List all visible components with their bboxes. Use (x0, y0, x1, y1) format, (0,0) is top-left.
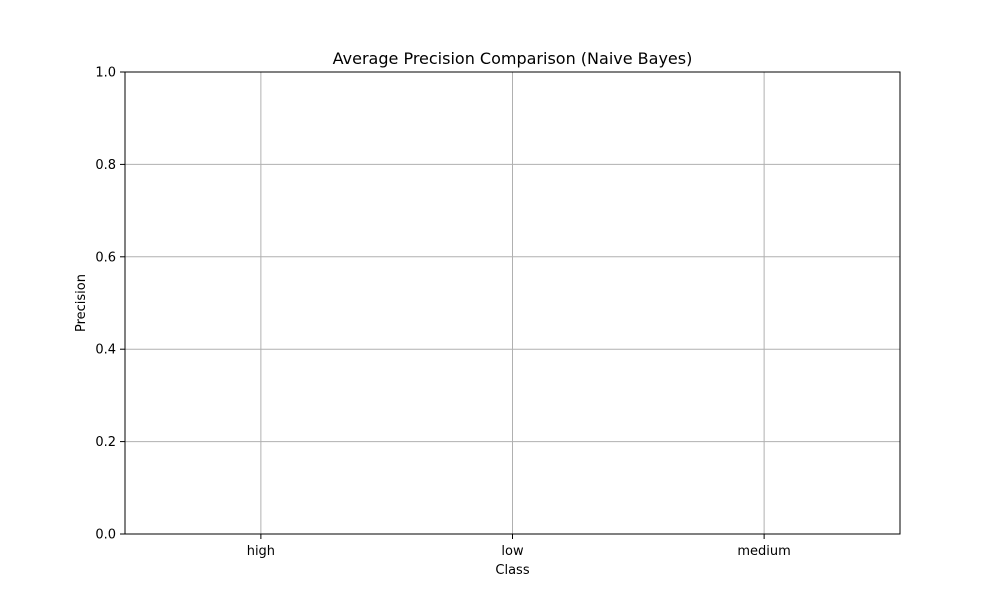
x-axis-label: Class (495, 563, 529, 578)
y-tick-label: 0.6 (95, 250, 116, 265)
y-tick-label: 1.0 (95, 66, 116, 81)
x-tick-label: low (501, 544, 524, 559)
y-axis-label: Precision (74, 274, 89, 332)
y-axis-ticks: 0.0 0.2 0.4 0.6 0.8 1.0 (95, 66, 125, 543)
y-tick-label: 0.0 (95, 528, 116, 543)
y-tick-label: 0.2 (95, 435, 116, 450)
y-tick-label: 0.8 (95, 158, 116, 173)
y-tick-label: 0.4 (95, 343, 116, 358)
chart-title: Average Precision Comparison (Naive Baye… (333, 49, 693, 68)
x-tick-label: high (247, 544, 275, 559)
x-tick-label: medium (737, 544, 790, 559)
x-axis-ticks: high low medium (247, 534, 791, 559)
